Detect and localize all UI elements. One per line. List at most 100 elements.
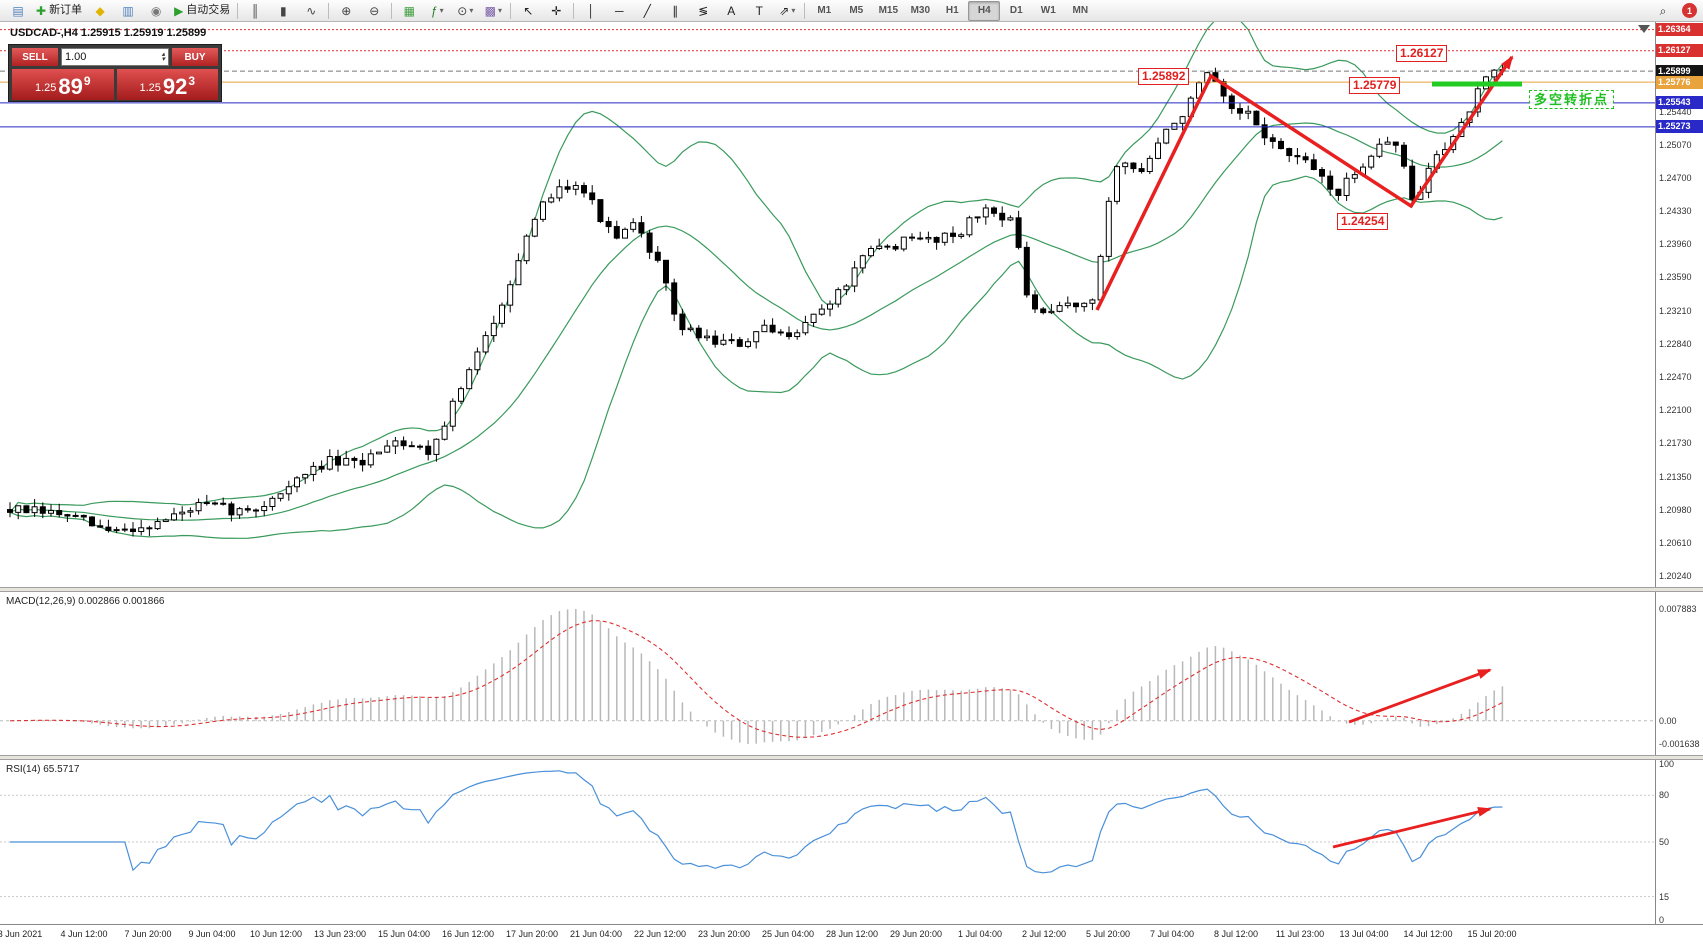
rsi-label: RSI(14) 65.5717 — [6, 764, 80, 775]
indicators-button[interactable]: ƒ ▾ — [423, 1, 451, 21]
line-mode-button[interactable]: ∿ — [297, 1, 325, 21]
buy-price-button[interactable]: 1.25 92 3 — [116, 69, 218, 100]
timeframe-m5-button[interactable]: M5 — [840, 1, 872, 21]
lot-up-icon[interactable]: ▴ — [161, 51, 165, 58]
macd-trend-arrow[interactable] — [1348, 668, 1492, 724]
price-axis-label: 1.20610 — [1659, 537, 1692, 548]
zoom-in-icon: ⊕ — [341, 3, 352, 18]
timeframe-mn-button[interactable]: MN — [1064, 1, 1096, 21]
toolbar-separator — [328, 2, 330, 19]
time-axis-label: 25 Jun 04:00 — [761, 929, 815, 939]
search-button[interactable]: ⌕ — [1649, 1, 1677, 21]
channel-button[interactable]: ∥ — [661, 1, 689, 21]
chevron-down-icon: ▾ — [497, 5, 502, 15]
price-axis[interactable] — [1655, 22, 1703, 924]
sell-price-big: 89 — [58, 74, 83, 99]
main-chart[interactable] — [0, 22, 1655, 588]
arrows-button[interactable]: ⇗ ▾ — [773, 1, 801, 21]
buy-price-sup: 3 — [188, 74, 196, 88]
lot-size-input[interactable]: 1.00 ▴ ▾ — [61, 48, 169, 66]
time-axis-label: 15 Jun 04:00 — [377, 929, 431, 939]
timeframe-h1-button[interactable]: H1 — [936, 1, 968, 21]
fibonacci-icon: ≶ — [698, 3, 709, 18]
rsi-panel[interactable] — [0, 760, 1655, 924]
price-tag: 1.25899 — [1656, 64, 1703, 78]
fibonacci-button[interactable]: ≶ — [689, 1, 717, 21]
price-axis-label: 1.23590 — [1659, 271, 1692, 282]
price-axis-label: 1.24330 — [1659, 205, 1692, 216]
macd-label: MACD(12,26,9) 0.002866 0.001866 — [6, 596, 165, 607]
data-window-button[interactable]: ▥ — [114, 1, 142, 21]
chevron-down-icon: ▾ — [469, 5, 474, 15]
text-icon: T — [755, 3, 763, 18]
price-axis-label: 1.25070 — [1659, 140, 1692, 150]
trend-zigzag-arrow[interactable] — [1095, 55, 1514, 311]
price-axis-label: 1.22840 — [1659, 338, 1692, 349]
zoom-out-button[interactable]: ⊖ — [360, 1, 388, 21]
price-annotation-label[interactable]: 1.26127 — [1396, 45, 1448, 62]
periods-button[interactable]: ⊙ ▾ — [451, 1, 479, 21]
time-axis-label: 22 Jun 12:00 — [633, 929, 687, 939]
timeframe-h4-button[interactable]: H4 — [968, 0, 1001, 21]
market-watch-button[interactable]: ◆ — [86, 1, 114, 21]
tile-windows-button[interactable]: ▦ — [395, 1, 423, 21]
lot-down-icon[interactable]: ▾ — [161, 56, 165, 63]
notifications-badge[interactable]: 1 — [1682, 3, 1697, 18]
price-annotation-label[interactable]: 1.25892 — [1138, 68, 1190, 85]
zoom-in-button[interactable]: ⊕ — [332, 1, 360, 21]
candlestick-series — [7, 63, 1506, 537]
crosshair-button[interactable]: ✛ — [542, 1, 570, 21]
line-mode-icon: ∿ — [306, 3, 317, 18]
price-annotation-label[interactable]: 1.24254 — [1337, 213, 1389, 230]
sell-price-sup: 9 — [83, 74, 91, 88]
text-button[interactable]: T — [745, 1, 773, 21]
indicators-icon: ƒ — [430, 3, 438, 18]
timeframe-w1-button[interactable]: W1 — [1032, 1, 1064, 21]
trendline-button[interactable]: ╱ — [633, 1, 661, 21]
toolbar-separator — [573, 2, 575, 19]
bars-mode-icon: ║ — [251, 3, 260, 18]
price-annotation-label[interactable]: 1.25779 — [1349, 77, 1401, 94]
chart-shift-marker[interactable] — [1638, 25, 1650, 33]
cursor-button[interactable]: ↖ — [514, 1, 542, 21]
macd-panel[interactable] — [0, 592, 1655, 756]
horizontal-line-button[interactable]: ─ — [605, 1, 633, 21]
price-axis-label: 1.21350 — [1659, 471, 1692, 482]
autotrading-button[interactable]: ▶ 自动交易 — [170, 1, 234, 21]
timeframe-m1-button[interactable]: M1 — [808, 1, 840, 21]
buy-button[interactable]: BUY — [172, 48, 218, 66]
autotrading-icon: ▶ — [174, 3, 184, 18]
autotrading-button-label: 自动交易 — [186, 4, 231, 16]
new-chart-button[interactable]: ▤ — [4, 1, 32, 21]
candles-mode-button[interactable]: ▮ — [269, 1, 297, 21]
panel-separator[interactable] — [0, 587, 1703, 592]
time-axis-label: 4 Jun 12:00 — [60, 929, 108, 939]
rsi-trend-arrow[interactable] — [1332, 806, 1492, 849]
time-axis[interactable]: 3 Jun 2021 4 Jun 12:00 7 Jun 20:00 9 Jun 04… — [0, 924, 1703, 945]
sell-price-main: 1.25 — [34, 82, 57, 94]
timeframe-m30-button[interactable]: M30 — [904, 1, 936, 21]
templates-button[interactable]: ▩ ▾ — [479, 1, 507, 21]
timeframe-m15-button[interactable]: M15 — [872, 1, 904, 21]
vertical-line-button[interactable]: │ — [577, 1, 605, 21]
timeframe-m30-button-label: M30 — [910, 4, 931, 16]
sell-price-button[interactable]: 1.25 89 9 — [12, 69, 114, 100]
timeframe-w1-button-label: W1 — [1040, 4, 1056, 16]
timeframe-d1-button-label: D1 — [1009, 4, 1023, 16]
sell-button[interactable]: SELL — [12, 48, 58, 66]
price-axis-label: 1.24700 — [1659, 172, 1692, 183]
price-tag: 1.25776 — [1656, 75, 1703, 89]
templates-icon: ▩ — [484, 3, 496, 18]
data-window-icon: ▥ — [122, 3, 134, 18]
turning-point-label[interactable]: 多空转折点 — [1529, 90, 1615, 109]
toolbar-separator — [804, 2, 806, 19]
timeframe-d1-button[interactable]: D1 — [1000, 1, 1032, 21]
price-axis-label: 1.21730 — [1659, 437, 1692, 448]
price-tag: 1.25543 — [1656, 96, 1703, 110]
bars-mode-button[interactable]: ║ — [241, 1, 269, 21]
panel-separator[interactable] — [0, 755, 1703, 760]
lot-stepper[interactable]: ▴ ▾ — [161, 51, 165, 63]
text-label-button[interactable]: A — [717, 1, 745, 21]
new-order-button[interactable]: ✚ 新订单 — [32, 1, 86, 21]
navigator-button[interactable]: ◉ — [142, 1, 170, 21]
